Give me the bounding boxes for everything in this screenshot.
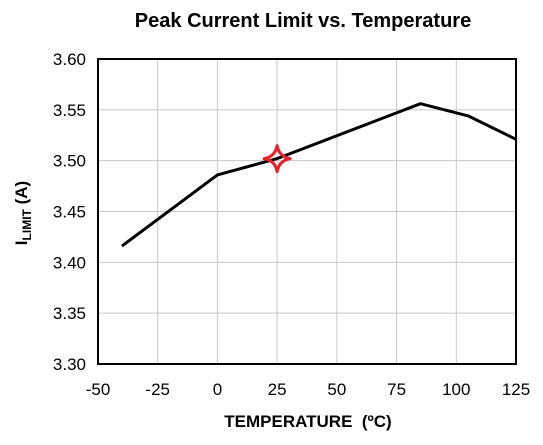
y-tick-label: 3.60 bbox=[53, 50, 86, 69]
y-axis-label-sub: LIMIT bbox=[20, 208, 34, 240]
highlight-star-marker bbox=[262, 144, 292, 174]
x-tick-label: 0 bbox=[213, 380, 222, 399]
x-tick-label: 100 bbox=[442, 380, 470, 399]
x-tick-label: 125 bbox=[502, 380, 530, 399]
y-tick-label: 3.50 bbox=[53, 152, 86, 171]
y-tick-label: 3.35 bbox=[53, 304, 86, 323]
y-axis-label-unit: (A) bbox=[12, 181, 31, 209]
chart-title: Peak Current Limit vs. Temperature bbox=[135, 10, 471, 32]
y-axis-label: ILIMIT (A) bbox=[12, 181, 34, 245]
y-tick-label: 3.30 bbox=[53, 355, 86, 374]
y-tick-labels: 3.30 3.35 3.40 3.45 3.50 3.55 3.60 bbox=[53, 50, 86, 374]
plot-frame bbox=[97, 58, 517, 365]
y-tick-label: 3.45 bbox=[53, 203, 86, 222]
x-tick-labels: -50 -25 0 25 50 75 100 125 bbox=[86, 380, 530, 399]
grid bbox=[97, 58, 517, 365]
x-tick-label: -50 bbox=[86, 380, 111, 399]
y-axis-label-main: I bbox=[12, 240, 31, 245]
x-axis-label: TEMPERATURE (ºC) bbox=[224, 412, 391, 431]
x-tick-label: -25 bbox=[145, 380, 170, 399]
y-tick-label: 3.40 bbox=[53, 253, 86, 272]
x-tick-label: 50 bbox=[327, 380, 346, 399]
series-group bbox=[121, 102, 517, 248]
marker-group bbox=[262, 144, 292, 174]
series-line bbox=[121, 102, 517, 248]
x-tick-label: 75 bbox=[387, 380, 406, 399]
y-tick-label: 3.55 bbox=[53, 101, 86, 120]
x-tick-label: 25 bbox=[268, 380, 287, 399]
